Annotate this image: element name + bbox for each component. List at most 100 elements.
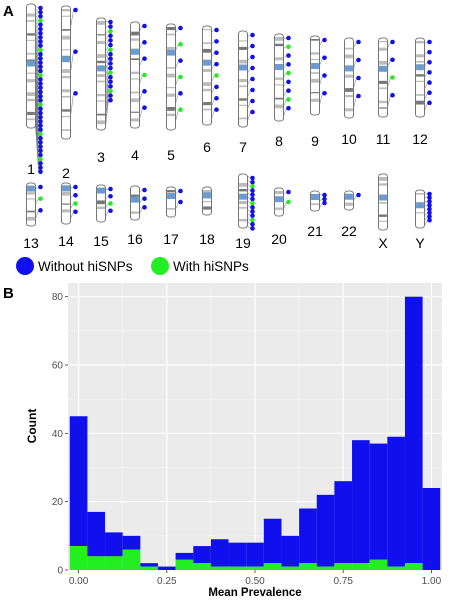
chromosome-band (239, 201, 247, 205)
marker-connector (247, 217, 251, 221)
marker-connector (105, 81, 109, 103)
chromosome-label: 18 (199, 231, 215, 247)
marker-connector (105, 100, 109, 127)
snp-marker-without-hisnps (38, 22, 43, 28)
snp-marker-without-hisnps (250, 32, 255, 38)
snp-marker-with-hisnps (178, 42, 183, 47)
centromere (311, 194, 319, 200)
marker-connector (424, 41, 428, 44)
chromosome-band (275, 37, 283, 41)
centromere (416, 64, 424, 71)
marker-connector (283, 201, 287, 210)
marker-connector (283, 55, 287, 59)
snp-marker-without-hisnps (38, 89, 43, 95)
snp-marker-with-hisnps (250, 217, 255, 223)
marker-connector (283, 99, 287, 107)
marker-connector (247, 192, 251, 196)
snp-marker-without-hisnps (250, 188, 255, 193)
snp-marker-without-hisnps (286, 79, 291, 85)
marker-connector (35, 64, 39, 88)
y-axis-ticks: 0 20 40 60 80 (52, 292, 68, 577)
chromosome-label: 2 (62, 165, 70, 181)
marker-connector (387, 41, 391, 48)
chromosome-band (167, 107, 175, 111)
marker-connector (35, 17, 39, 25)
chromosome-band (203, 42, 211, 44)
chromosome-band (203, 29, 211, 31)
marker-connector (247, 111, 251, 122)
chromosome-label: 6 (203, 139, 211, 155)
snp-marker-without-hisnps (38, 26, 43, 32)
marker-connector (387, 77, 391, 88)
chromosome-band (27, 39, 35, 41)
marker-connector (139, 58, 143, 67)
chromosome-band (97, 113, 105, 116)
chromosome-band (379, 107, 387, 109)
snp-marker-without-hisnps (108, 38, 113, 43)
chromosome-20: 20 (271, 187, 291, 247)
marker-connector (283, 81, 287, 88)
chromosome-band (27, 52, 35, 55)
chromosome-body (344, 37, 354, 119)
snp-marker-without-hisnps (38, 184, 43, 190)
chromosome-12: 12 (412, 37, 432, 147)
chromosome-16: 16 (127, 185, 147, 247)
snp-marker-without-hisnps (250, 87, 255, 93)
chromosome-band (97, 80, 105, 83)
centromere (62, 56, 70, 63)
snp-marker-with-hisnps (38, 196, 43, 201)
chromosome-band (345, 202, 353, 206)
bar-without-hisnps (193, 546, 211, 564)
snp-marker-with-hisnps (108, 70, 113, 75)
snp-marker-without-hisnps (38, 114, 43, 120)
chromosome-band (416, 100, 424, 105)
bar-with-hisnps (334, 563, 353, 570)
snp-marker-without-hisnps (38, 148, 43, 154)
snp-marker-without-hisnps (214, 50, 219, 56)
marker-connector (35, 55, 39, 76)
snp-marker-without-hisnps (108, 51, 113, 57)
snp-marker-with-hisnps (108, 28, 113, 34)
chromosome-band (203, 108, 211, 111)
snp-marker-with-hisnps (250, 184, 255, 189)
marker-connector (35, 36, 39, 51)
marker-connector (35, 20, 39, 30)
snp-marker-without-hisnps (142, 196, 147, 201)
chromosome-band (275, 207, 283, 210)
chromosome-band (345, 74, 353, 78)
bar-without-hisnps (387, 436, 405, 567)
chromosome-band (239, 207, 247, 209)
marker-connector (353, 95, 357, 109)
histogram-bars (69, 296, 441, 570)
chromosome-band (311, 72, 319, 74)
marker-connector (105, 90, 109, 115)
centromere (379, 65, 387, 72)
x-tick-label: 0.75 (333, 576, 353, 587)
marker-connector (424, 72, 428, 78)
chromosome-band (379, 60, 387, 65)
centromere (97, 65, 105, 72)
marker-connector (70, 211, 74, 219)
bar-without-hisnps (175, 552, 194, 560)
bar-with-hisnps (228, 566, 247, 570)
bar-with-hisnps (404, 563, 423, 570)
bar-with-hisnps (281, 566, 300, 570)
marker-connector (247, 100, 251, 110)
marker-connector (35, 48, 39, 67)
chromosome-band (131, 211, 139, 214)
marker-connector (319, 93, 323, 106)
marker-connector (35, 98, 39, 135)
marker-connector (105, 44, 109, 53)
marker-connector (247, 200, 251, 204)
marker-connector (70, 93, 74, 117)
snp-marker-without-hisnps (38, 106, 43, 112)
chromosome-band (62, 89, 70, 93)
chromosome-band (167, 113, 175, 117)
centromere (203, 59, 211, 66)
bar-with-hisnps (263, 563, 282, 570)
bar-with-hisnps (193, 563, 211, 570)
chromosome-band (345, 47, 353, 50)
snp-marker-without-hisnps (38, 127, 43, 133)
chromosome-band (275, 191, 283, 195)
snp-marker-without-hisnps (427, 80, 432, 85)
